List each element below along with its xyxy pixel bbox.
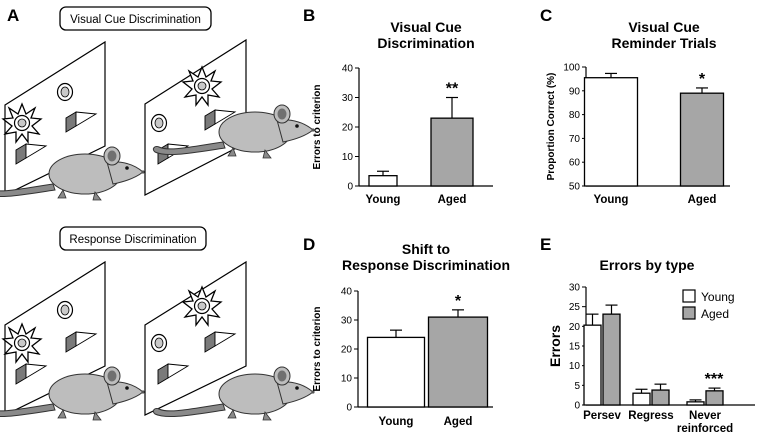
y-tick-label: 80 [569,110,581,121]
chart-panel-e: 0 5 10 15 20 25 30 Errors Errors by type Persev Re… [547,257,755,435]
bar-young [366,336,426,408]
x-tick-label: Aged [438,194,467,206]
panel-label-b: B [303,6,315,25]
legend-label-young: Young [701,290,735,304]
y-axis-label: Errors [547,325,563,367]
y-tick-label: 10 [341,374,353,385]
chart-title: Response Discrimination [342,257,510,273]
y-tick-label: 0 [574,401,580,412]
y-tick-label: 30 [342,93,354,104]
x-tick-label: Never [689,410,721,422]
significance-marker: * [455,293,462,310]
y-tick-label: 70 [569,134,581,145]
y-tick-label: 20 [341,345,353,356]
y-tick-label: 15 [569,342,581,353]
y-tick-label: 5 [574,381,580,392]
significance-marker: *** [705,371,724,388]
x-tick-label: Persev [583,410,621,422]
y-axis-label: Errors to criterion [312,84,323,169]
bar-aged [602,313,621,406]
significance-marker: ** [446,81,459,98]
y-tick-label: 10 [569,361,581,372]
response-box-label: Response Discrimination [69,234,196,246]
bar-aged [705,390,724,406]
legend-label-aged: Aged [701,307,729,321]
y-tick-label: 20 [342,123,354,134]
chart-panel-b: 0 10 20 30 40 Errors to criterion Visual CueDi… [312,19,493,206]
bar-aged [679,92,725,187]
response-box: Response Discrimination [59,226,207,251]
visual-cue-box: Visual Cue Discrimination [59,6,212,31]
panel-label-d: D [303,235,315,254]
nose-port-icon [56,300,74,320]
panel-label-c: C [540,6,552,25]
chart-panel-c: 50 60 70 80 90 100 Proportion Correct (%) Visua… [546,19,730,206]
bar-aged [430,117,474,187]
nose-port-icon [150,113,168,133]
bar-young [632,392,651,406]
legend-swatch-aged [682,306,696,320]
chart-title: Reminder Trials [611,35,716,51]
bar-aged [427,316,489,408]
chart-title: Visual Cue [390,19,462,35]
y-axis-label: Proportion Correct (%) [546,73,557,181]
y-tick-label: 50 [569,182,581,193]
panel-label-a: A [7,6,19,25]
nose-port-icon [150,333,168,353]
significance-marker: * [699,71,706,88]
y-tick-label: 30 [569,283,581,294]
legend-swatch-young [682,289,696,303]
visual-cue-box-label: Visual Cue Discrimination [70,14,201,26]
chart-title: Errors by type [600,257,695,273]
y-tick-label: 30 [341,316,353,327]
y-tick-label: 10 [342,152,354,163]
bar-young [368,175,398,187]
y-tick-label: 60 [569,158,581,169]
y-tick-label: 40 [342,64,354,75]
y-tick-label: 0 [347,182,353,193]
nose-port-icon [56,82,74,102]
panel-a: A Visual Cue Discrimination Response Dis… [0,6,316,421]
chamber-illustration-3 [0,260,146,421]
x-tick-label: Young [366,194,401,206]
y-tick-label: 20 [569,322,581,333]
bar-young [583,77,639,187]
chart-panel-d: 0 10 20 30 40 Errors to criterion Shift toResp… [312,241,510,428]
y-tick-label: 0 [346,403,352,414]
y-tick-label: 40 [341,287,353,298]
x-tick-label: Young [594,194,629,206]
bar-aged [651,389,670,406]
chamber-illustration-1 [0,40,146,201]
x-tick-label: reinforced [677,423,733,434]
x-tick-label: Young [379,416,414,428]
chart-title: Discrimination [377,35,474,51]
x-tick-label: Regress [628,410,673,422]
y-tick-label: 100 [563,63,580,74]
y-tick-label: 90 [569,86,581,97]
panel-label-e: E [540,235,551,254]
chamber-illustration-2 [144,38,316,196]
bar-young [583,324,602,406]
bar-young [686,401,705,406]
y-axis-label: Errors to criterion [312,306,323,391]
chart-title: Visual Cue [628,19,700,35]
x-tick-label: Aged [688,194,717,206]
chamber-illustration-4 [144,260,316,421]
x-tick-label: Aged [444,416,473,428]
chart-title: Shift to [402,241,450,257]
y-tick-label: 25 [569,302,581,313]
